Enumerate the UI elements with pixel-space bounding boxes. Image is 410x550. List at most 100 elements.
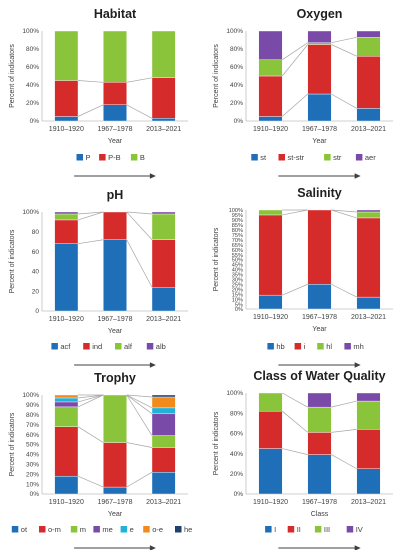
bar-segment-str [258,59,283,77]
bar-segment-alf [54,213,79,221]
y-tick-label: 5% [235,302,243,308]
y-tick-label: 100% [22,392,39,399]
x-tick-label: 2013–2021 [146,316,181,323]
series-connector-line [126,77,153,83]
y-tick-label: 40% [26,82,39,89]
chart-title: Habitat [94,7,137,21]
bar-segment-p-b [151,77,176,119]
bar-segment-st-str [307,44,332,95]
legend-label: me [102,525,112,534]
legend-swatch-b [130,154,138,161]
legend-label: i [304,342,306,351]
legend-swatch-m [70,526,78,533]
bar-segment-st [356,108,381,122]
legend-label: m [80,525,86,534]
y-tick-label: 100% [226,28,243,35]
bar-segment-ot [151,472,176,495]
y-tick-label: 60% [232,248,243,254]
bar-segment-me [151,413,176,436]
legend-swatch-aer [355,154,363,161]
bar-segment-i [258,448,283,495]
bar-segment-aer [307,30,332,43]
y-axis-title: Percent of indicators [213,411,220,475]
series-connector-line [282,93,308,117]
series-connector-line [77,80,104,83]
series-connector-line [282,283,308,296]
chart-title: Salinity [297,186,342,200]
y-axis-title: Percent of indicators [213,44,220,108]
y-tick-label: 40 [32,269,40,276]
legend-swatch-ot [11,526,19,533]
series-connector-line [77,211,104,221]
legend-label: II [297,525,301,534]
chart-title: Oxygen [297,7,343,21]
bar-segment-iv [356,392,381,402]
chart-title: Trophy [94,371,136,385]
x-axis-title: Year [108,511,123,518]
y-tick-label: 50% [232,258,243,264]
x-tick-label: 2013–2021 [146,499,181,506]
bar-segment-acf [54,243,79,312]
y-axis-title: Percent of indicators [9,44,16,108]
y-tick-label: 20 [32,288,40,295]
y-tick-label: 60% [230,64,243,71]
series-connector-line [126,394,153,436]
series-connector-line [282,392,308,408]
y-tick-label: 35% [232,273,243,279]
series-connector-line [282,42,308,61]
series-connector-line [77,211,104,215]
bar-segment-p [151,118,176,122]
legend-label: B [140,153,145,162]
bar-segment-i [356,217,381,298]
x-tick-label: 2013–2021 [351,314,386,321]
legend-swatch-o-m [39,526,46,533]
legend-label: alb [156,342,166,351]
x-axis-title: Year [312,326,327,333]
legend-swatch-i [294,343,302,350]
x-tick-label: 1967–1978 [97,126,132,133]
bar-segment-o-m [54,426,79,477]
bar-segment-aer [258,30,283,60]
legend-label: ot [21,525,28,534]
legend-swatch-hl [317,343,324,350]
legend-swatch-hb [267,343,274,350]
legend-swatch-he [175,526,182,533]
y-tick-label: 20% [26,100,39,107]
y-tick-label: 20% [232,287,243,293]
legend-swatch-e [120,526,128,533]
bar-segment-str [307,42,332,45]
legend-label: alf [124,342,133,351]
bar-segment-aer [356,30,381,38]
y-tick-label: 90% [232,218,243,224]
x-axis-title: Year [108,328,123,335]
x-tick-label: 1910–1920 [253,314,288,321]
legend-label: III [324,525,330,534]
x-tick-label: 1910–1920 [253,499,288,506]
series-connector-line [126,394,153,398]
bar-segment-alf [151,213,176,240]
bar-segment-st [258,116,283,122]
legend-label: IV [356,525,363,534]
time-arrow-head [354,362,361,368]
bar-segment-b [54,30,79,81]
bar-segment-p [103,104,127,122]
bar-segment-st-str [356,56,381,109]
bar-segment-acf [151,287,176,312]
y-tick-label: 100% [226,390,243,397]
legend-swatch-mh [344,343,351,350]
series-connector-line [77,394,104,399]
legend-swatch-st [251,154,258,161]
x-tick-label: 1910–1920 [49,316,84,323]
series-connector-line [331,36,357,44]
legend-swatch-me [93,526,100,533]
chart-panel-6: Class of Water Quality 0% 20% 40% 60% 80% 100%… [213,369,393,550]
chart-panel-4: Salinity 0%5%10%15%20%25%30%35%40%45%50%5… [213,186,393,368]
y-tick-label: 80 [32,229,40,236]
time-arrow-head [149,545,156,550]
series-connector-line [331,209,357,213]
y-tick-label: 80% [26,46,39,53]
bar-segment-he [151,394,176,398]
legend-swatch-st-str [278,154,285,161]
legend-swatch-acf [51,343,58,350]
legend-swatch-p [76,154,83,161]
